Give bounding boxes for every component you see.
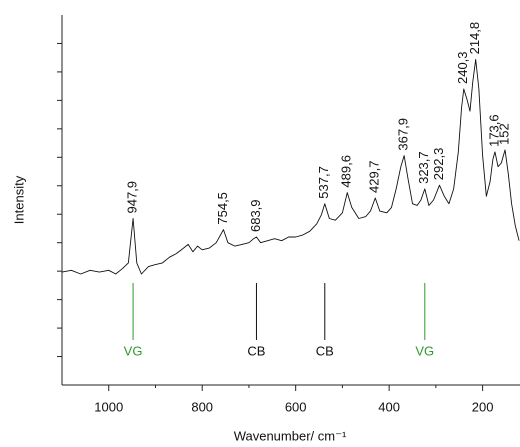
spectrum-line [61, 58, 520, 275]
peak-label: 240,3 [455, 51, 470, 84]
x-tick-label: 800 [191, 399, 213, 414]
x-tick-label: 600 [285, 399, 307, 414]
peak-label: 683,9 [248, 199, 263, 232]
peak-label: 489,6 [339, 155, 354, 188]
peak-label: 429,7 [367, 160, 382, 193]
peak-label: 292,3 [431, 148, 446, 181]
marker-label: CB [316, 343, 334, 358]
marker-label: CB [247, 343, 265, 358]
peak-label: 754,5 [215, 192, 230, 225]
peak-label: 152 [496, 123, 511, 145]
peak-label: 537,7 [316, 166, 331, 199]
marker-label: VG [415, 343, 434, 358]
peak-label: 214,8 [467, 22, 482, 55]
x-axis-label: Wavenumber/ cm⁻¹ [234, 428, 347, 443]
peak-label: 947,9 [125, 181, 140, 214]
y-axis-label: Intensity [11, 175, 26, 224]
x-tick-label: 400 [378, 399, 400, 414]
peak-label: 323,7 [416, 151, 431, 184]
x-tick-label: 1000 [94, 399, 123, 414]
peak-label: 367,9 [396, 118, 411, 151]
peak-label: 173,6 [486, 114, 501, 147]
marker-label: VG [124, 343, 143, 358]
x-tick-label: 200 [472, 399, 494, 414]
